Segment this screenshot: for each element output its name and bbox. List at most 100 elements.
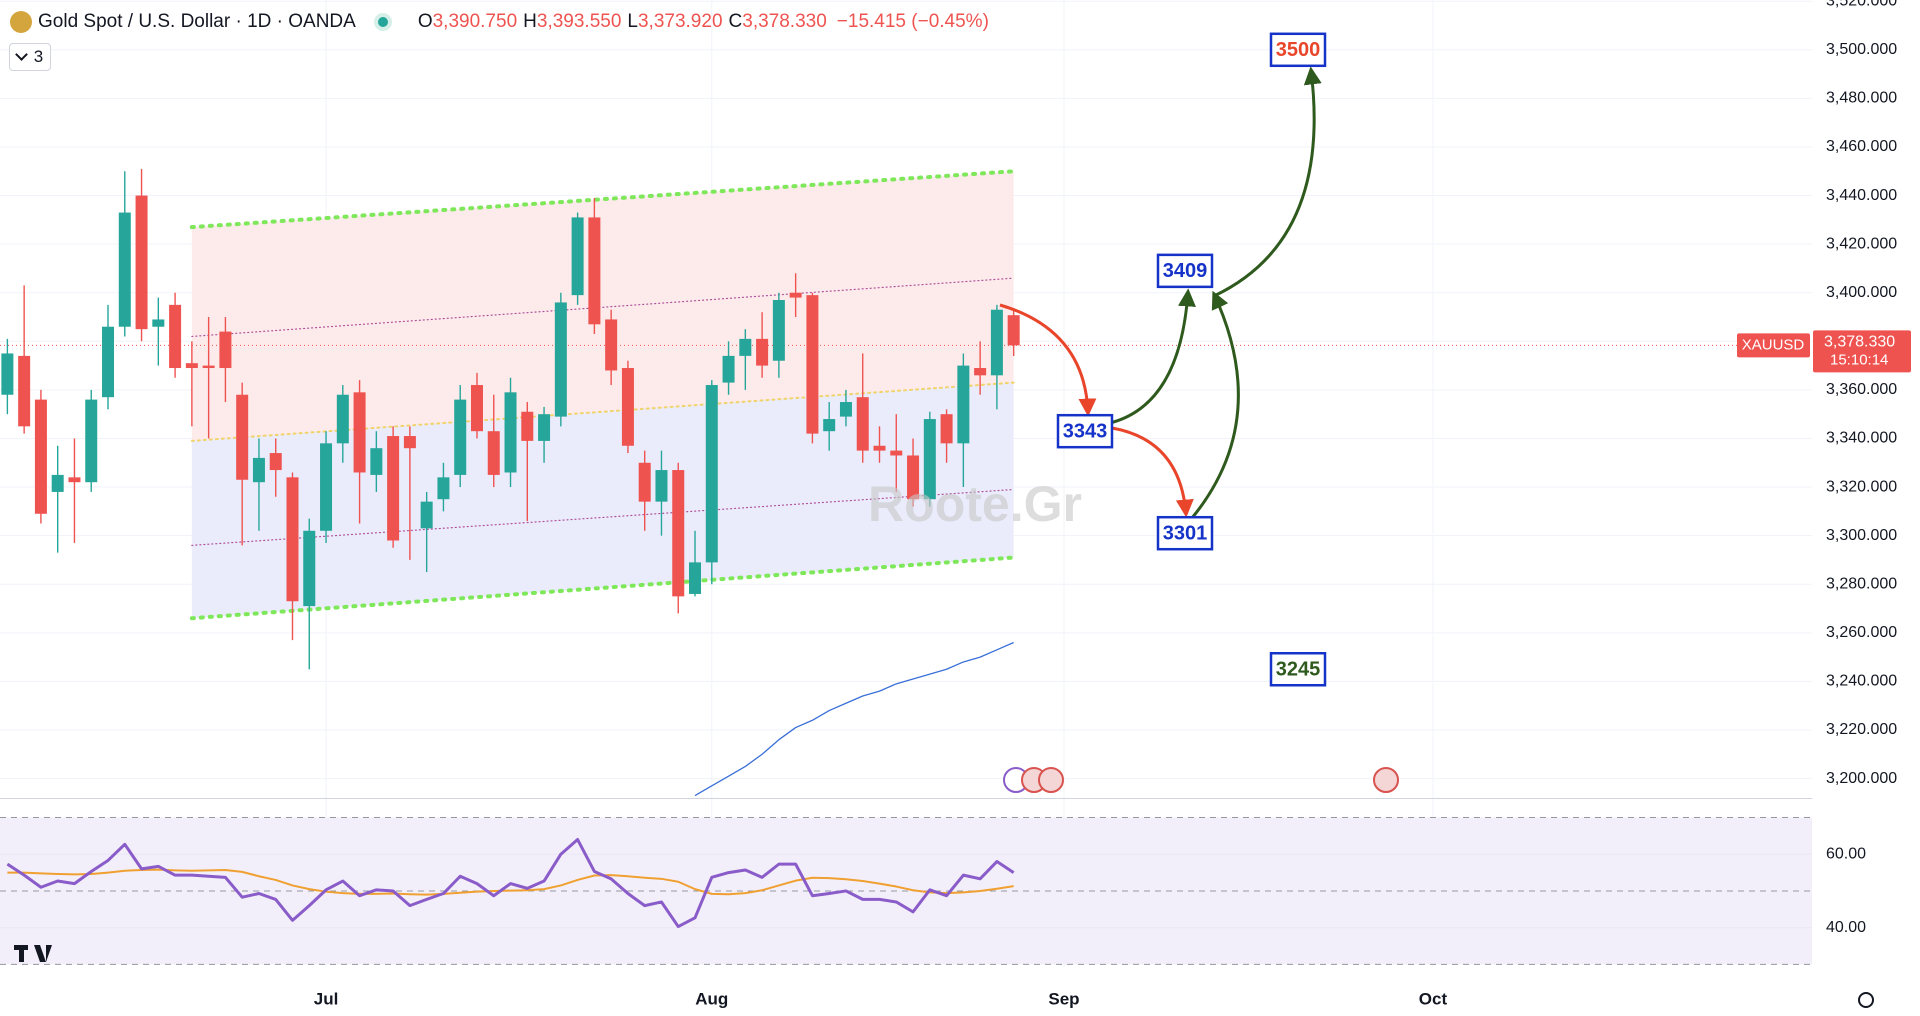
y-tick-label: 3,440.000 [1826,187,1897,204]
candle-body [286,477,299,602]
y-tick-label: 3,460.000 [1826,138,1897,155]
indicator-count: 3 [33,47,44,66]
axes: 3,200.000 3,220.000 3,240.000 3,260.000 3,28… [314,0,1911,1008]
candle-body [236,394,249,480]
candle-body [34,399,47,514]
chevron [14,48,28,61]
candle-body [135,195,148,330]
moving-average [694,641,1014,797]
target-box [1156,515,1214,551]
x-tick-label: Aug [695,989,728,1008]
candle-body [990,309,1003,376]
candle-body [353,392,366,473]
candle-body [689,562,702,594]
candle-body [907,455,920,500]
candle-body [387,436,400,541]
channel-line [189,169,1016,230]
candle-body [1007,315,1020,346]
indicator-toggle[interactable]: 3 [9,43,51,71]
candle-body [437,477,450,500]
x-tick-label: Jul [314,989,339,1008]
y-tick-label: 3,400.000 [1826,284,1897,301]
target-box [1056,413,1114,449]
countdown-label: 15:10:14 [1830,351,1888,368]
x-tick-label: Oct [1419,989,1448,1008]
candle-body [873,445,886,451]
candle-body [320,443,333,531]
target-box [1269,652,1327,687]
y-tick-label: 3,520.000 [1826,0,1897,9]
target-box [1269,32,1327,68]
y-tick-label: 3,260.000 [1826,624,1897,641]
candle-body [303,530,316,607]
candle-body [655,470,668,502]
candle-body [152,319,165,327]
candle-body [554,302,567,417]
candle-body [85,399,98,483]
candle-body [605,319,618,371]
candle-body [185,363,198,369]
candle-body [219,331,232,369]
target-label: 3500 [1276,39,1321,61]
y-tick-label: 3,280.000 [1826,575,1897,592]
arrow [1111,426,1194,518]
candle-body [18,355,31,427]
y-tick-label: 3,500.000 [1826,41,1897,58]
tv-logo [14,945,52,962]
arrow [1109,288,1196,425]
candle-body [722,355,735,383]
candle-body [169,304,182,369]
candle-body [806,295,819,434]
candle-body [621,368,634,446]
y-tick-label: 3,300.000 [1826,527,1897,544]
candle-body [974,368,987,376]
target-label: 3301 [1163,522,1208,544]
ohlc-value: 3,373.920 [637,11,723,32]
ohlc-value: 3,390.750 [432,11,518,32]
candle-body [823,419,836,432]
channel-line [191,488,1015,546]
target-box [1156,253,1214,289]
target-label: 3409 [1163,260,1208,282]
y-tick-label: 3,420.000 [1826,235,1897,252]
candle-body [839,402,852,417]
settings-icon[interactable] [1858,992,1874,1008]
forecast-arrows [999,66,1322,519]
candle-body [487,431,500,475]
candle-body [588,217,601,325]
ohlc-label: L [627,11,638,32]
candle-body [1,353,14,395]
rsi-pane [0,816,1812,965]
y-tick-label: 3,320.000 [1826,478,1897,495]
candle-body [68,477,81,483]
event-icons [1003,767,1399,793]
rsi-tick-label: 40.00 [1826,919,1866,936]
candle-body [705,385,718,563]
ohlc-value: 3,393.550 [536,11,622,32]
ohlc-label: O [417,11,433,32]
event-icon [1373,767,1399,793]
candle-body [538,414,551,441]
candle-body [102,326,115,398]
ohlc-label: H [523,11,537,32]
symbol-title: Gold Spot / U.S. Dollar · 1D · OANDA [38,11,356,32]
ohlc-label: C [728,11,743,32]
candle-body [739,338,752,356]
rsi-ma-line [7,868,1014,896]
channel-line [190,381,1015,442]
targets: 3500 3409 3343 3301 3245 [1056,32,1327,687]
candle-body [571,217,584,296]
price-pane [0,168,1812,797]
candle-body [789,292,802,298]
candle-body [756,338,769,366]
symbol-tag [1737,333,1810,358]
rsi-line [6,838,1015,929]
market-status [377,17,388,27]
ohlc-value: 3,378.330 [742,11,827,32]
rsi-tick-label: 60.00 [1826,845,1866,862]
symbol-header: Gold Spot / U.S. Dollar · 1D · OANDA O 3,… [10,8,989,36]
candle-body [252,457,265,483]
candle-body [957,365,970,444]
